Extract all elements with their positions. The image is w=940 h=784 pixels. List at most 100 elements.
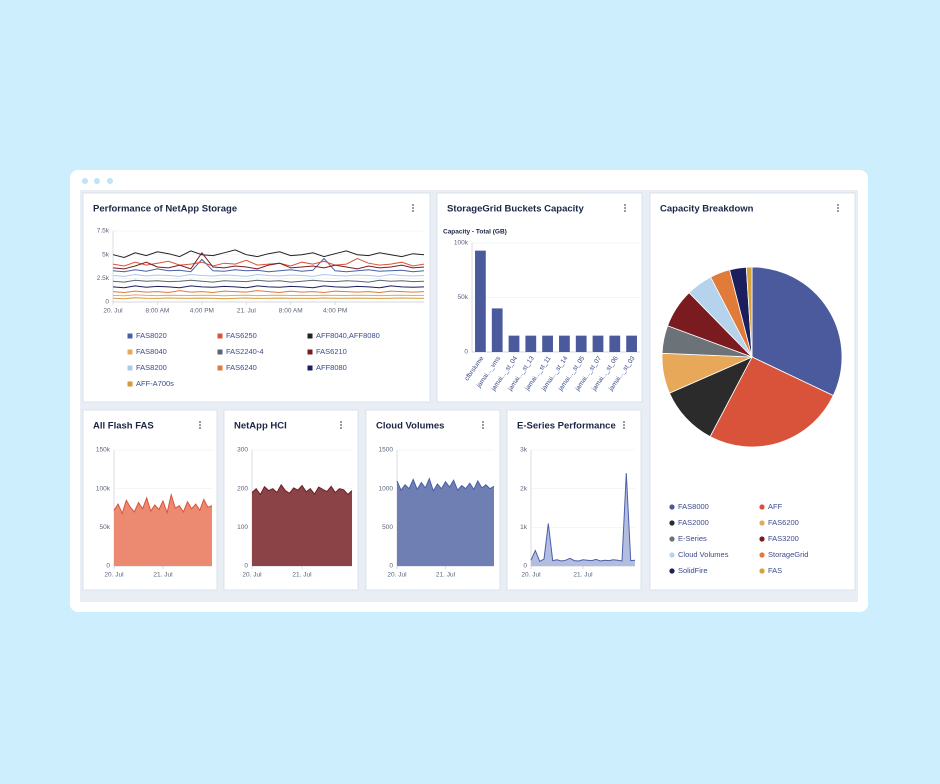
panel-menu-dot xyxy=(623,424,625,426)
y-tick-label: 7.5k xyxy=(97,228,110,235)
legend-label: FAS8020 xyxy=(136,331,167,340)
y-tick-label: 100k xyxy=(96,485,111,492)
panel-menu-dot xyxy=(624,204,626,206)
legend-label: AFF8040,AFF8080 xyxy=(316,331,380,340)
y-tick-label: 2.5k xyxy=(97,275,110,282)
panel-menu-dot xyxy=(624,207,626,209)
x-tick-label: 4:00 PM xyxy=(190,308,214,315)
legend-label: SolidFire xyxy=(678,566,708,575)
y-tick-label: 0 xyxy=(389,563,393,570)
y-tick-label: 5k xyxy=(102,251,110,258)
line-series xyxy=(112,290,425,294)
x-tick-label: 4:00 PM xyxy=(323,308,347,315)
legend-marker xyxy=(669,520,675,526)
legend-label: FAS8040 xyxy=(136,347,167,356)
y-tick-label: 150k xyxy=(96,447,111,454)
panel-menu-dot xyxy=(837,204,839,206)
legend-label: AFF8080 xyxy=(316,363,347,372)
x-tick-label: 21. Jul xyxy=(237,308,257,315)
x-tick-label: 20. Jul xyxy=(521,572,541,579)
line-series xyxy=(112,294,425,297)
panel-menu-dot xyxy=(624,210,626,212)
panel-menu-dot xyxy=(199,427,201,429)
pie-slice xyxy=(709,356,834,448)
line-series xyxy=(112,273,425,277)
legend-label: AFF-A700s xyxy=(136,379,174,388)
legend-marker xyxy=(127,365,133,371)
bar xyxy=(508,335,520,352)
legend-marker xyxy=(307,365,313,371)
panel-menu-dot xyxy=(340,424,342,426)
legend-label: FAS xyxy=(768,566,782,575)
area-fill xyxy=(397,478,494,566)
y-tick-label: 50k xyxy=(100,524,111,531)
y-tick-label: 100 xyxy=(237,524,248,531)
legend-label: FAS8200 xyxy=(136,363,167,372)
area-fill xyxy=(114,494,212,566)
y-axis-title: Capacity - Total (GB) xyxy=(443,229,507,236)
y-tick-label: 0 xyxy=(244,563,248,570)
x-tick-label: 8:00 AM xyxy=(279,308,303,315)
legend-label: StorageGrid xyxy=(768,550,808,559)
legend-label: FAS2240-4 xyxy=(226,347,264,356)
line-series xyxy=(112,251,425,270)
legend-label: FAS3200 xyxy=(768,534,799,543)
x-tick-label: 20. Jul xyxy=(242,572,262,579)
legend-marker xyxy=(759,568,765,574)
legend-marker xyxy=(669,552,675,558)
legend-marker xyxy=(669,504,675,510)
bar xyxy=(559,335,570,352)
panel-title: StorageGrid Buckets Capacity xyxy=(447,204,584,215)
y-tick-label: 1500 xyxy=(379,447,394,454)
legend-marker xyxy=(127,349,133,355)
legend-marker xyxy=(127,333,133,339)
panel-menu-dot xyxy=(482,427,484,429)
legend-label: FAS6200 xyxy=(768,518,799,527)
x-tick-label: 8:00 AM xyxy=(145,308,169,315)
x-tick-label: 20. Jul xyxy=(103,308,123,315)
legend-label: FAS6240 xyxy=(226,363,257,372)
panel-menu-dot xyxy=(623,421,625,423)
y-tick-label: 100k xyxy=(454,240,469,247)
legend-marker xyxy=(307,349,313,355)
legend-label: E-Series xyxy=(678,534,707,543)
y-tick-label: 1k xyxy=(520,524,528,531)
panel xyxy=(82,192,431,403)
panel-title: Cloud Volumes xyxy=(376,421,444,432)
y-tick-label: 1000 xyxy=(379,485,394,492)
panel-menu-dot xyxy=(199,421,201,423)
panel-menu-dot xyxy=(340,421,342,423)
legend-marker xyxy=(759,504,765,510)
legend-label: AFF xyxy=(768,502,783,511)
panel-title: All Flash FAS xyxy=(93,421,154,432)
x-tick-label: 21. Jul xyxy=(573,572,593,579)
legend-label: FAS6210 xyxy=(316,347,347,356)
panel-menu-dot xyxy=(837,207,839,209)
area-line xyxy=(113,492,213,515)
panel-menu-dot xyxy=(412,210,414,212)
pie-slice xyxy=(745,266,753,358)
bar xyxy=(525,335,537,352)
legend-marker xyxy=(307,333,313,339)
x-tick-label: 21. Jul xyxy=(436,572,456,579)
line-series xyxy=(112,285,425,289)
legend-label: FAS2000 xyxy=(678,518,709,527)
panel-title: Capacity Breakdown xyxy=(660,204,754,215)
line-series xyxy=(112,279,425,283)
y-tick-label: 0 xyxy=(523,563,527,570)
bar xyxy=(542,335,553,352)
y-tick-label: 200 xyxy=(237,485,248,492)
bar xyxy=(592,335,604,352)
area-fill xyxy=(252,484,352,566)
line-series xyxy=(112,257,425,267)
panel-menu-dot xyxy=(623,427,625,429)
legend-label: Cloud Volumes xyxy=(678,550,729,559)
panel-menu-dot xyxy=(482,421,484,423)
area-line xyxy=(396,477,495,493)
bar xyxy=(491,308,503,352)
area-line xyxy=(530,473,636,563)
legend-marker xyxy=(669,536,675,542)
panel-title: NetApp HCI xyxy=(234,421,287,432)
line-series xyxy=(112,249,425,259)
